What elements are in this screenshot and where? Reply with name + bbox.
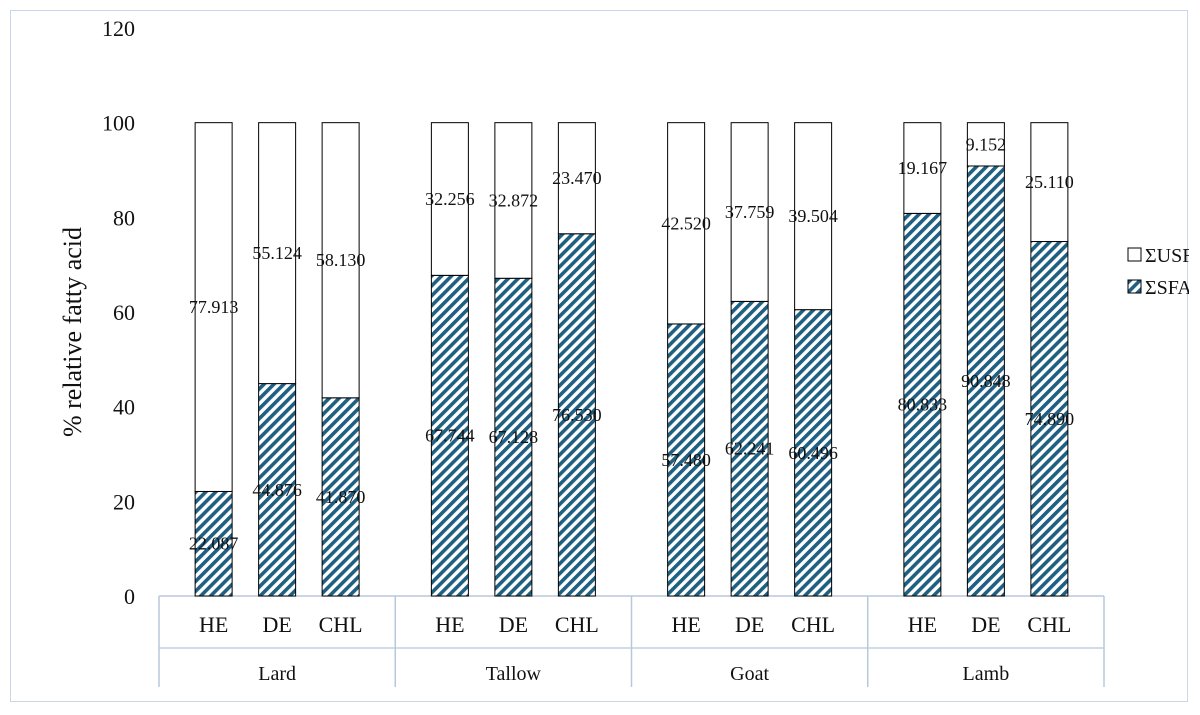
x-tick-label: DE — [735, 612, 764, 637]
group-label: Lard — [258, 663, 296, 685]
y-tick-label: 0 — [124, 584, 135, 609]
data-label-sfa: 80.833 — [898, 395, 948, 415]
data-label-usfa: 55.124 — [252, 243, 302, 263]
data-label-sfa: 67.128 — [489, 427, 539, 447]
bar-sfa — [903, 212, 942, 597]
bar-usfa — [903, 122, 942, 214]
data-label-usfa: 42.520 — [661, 213, 711, 233]
data-label-sfa: 60.496 — [788, 443, 838, 463]
legend-swatch — [1127, 247, 1142, 262]
bar-usfa — [494, 122, 533, 279]
bar-sfa — [1030, 241, 1069, 597]
data-label-usfa: 37.759 — [725, 202, 775, 222]
group-label: Goat — [730, 663, 769, 685]
data-labels: 22.087 77.913 44.876 55.124 41.870 58.130 67.7… — [189, 134, 1074, 553]
stacked-bar-chart: 0 20 40 60 80 100 120 % relative fatty acid Lard… — [58, 16, 1189, 687]
bar-usfa — [730, 122, 769, 302]
bar-sfa — [794, 309, 833, 597]
bar-usfa — [258, 122, 297, 385]
y-tick-label: 100 — [102, 111, 135, 136]
data-label-sfa: 62.241 — [725, 439, 775, 459]
bar-usfa — [321, 122, 360, 399]
x-tick-label: DE — [262, 612, 291, 637]
y-tick-label: 20 — [113, 489, 135, 514]
data-label-sfa: 67.744 — [425, 426, 475, 446]
legend-label: ΣUSFA — [1145, 245, 1189, 267]
data-label-sfa: 57.480 — [661, 450, 711, 470]
data-label-sfa: 74.890 — [1025, 409, 1075, 429]
legend-swatch — [1127, 279, 1142, 294]
bar-sfa — [258, 383, 297, 597]
data-label-sfa: 76.530 — [552, 405, 602, 425]
group-label: Lamb — [963, 663, 1010, 685]
data-label-sfa: 44.876 — [252, 480, 302, 500]
bar-usfa — [966, 122, 1005, 167]
bar-sfa — [430, 274, 469, 597]
data-label-usfa: 39.504 — [788, 206, 838, 226]
data-label-usfa: 77.913 — [189, 297, 239, 317]
bar-sfa — [667, 323, 706, 597]
x-tick-label: CHL — [319, 612, 363, 637]
group-label: Tallow — [486, 663, 542, 685]
y-tick-label: 60 — [113, 300, 135, 325]
bar-usfa — [430, 122, 469, 276]
bars — [194, 122, 1069, 597]
x-tick-label: HE — [199, 612, 228, 637]
chart-frame: 0 20 40 60 80 100 120 % relative fatty acid Lard… — [10, 10, 1189, 702]
axes: 0 20 40 60 80 100 120 % relative fatty acid Lard… — [58, 16, 1105, 687]
data-label-usfa: 58.130 — [316, 250, 366, 270]
bar-sfa — [194, 490, 233, 597]
data-label-sfa: 90.848 — [961, 371, 1011, 391]
data-label-usfa: 19.167 — [898, 158, 948, 178]
x-tick-label: DE — [499, 612, 528, 637]
x-tick-label: DE — [971, 612, 1000, 637]
data-label-usfa: 9.152 — [966, 134, 1007, 154]
data-label-usfa: 32.872 — [489, 190, 539, 210]
bar-sfa — [321, 397, 360, 597]
bar-usfa — [1030, 122, 1069, 243]
x-tick-label: CHL — [791, 612, 835, 637]
data-label-sfa: 41.870 — [316, 487, 366, 507]
bar-sfa — [557, 233, 596, 597]
data-label-sfa: 22.087 — [189, 534, 239, 554]
data-label-usfa: 32.256 — [425, 189, 475, 209]
bar-usfa — [194, 122, 233, 492]
data-label-usfa: 23.470 — [552, 168, 602, 188]
y-axis-label: % relative fatty acid — [58, 227, 87, 437]
bar-usfa — [557, 122, 596, 235]
bar-sfa — [494, 277, 533, 597]
data-label-usfa: 25.110 — [1025, 172, 1074, 192]
y-tick-label: 120 — [102, 16, 135, 41]
bar-usfa — [794, 122, 833, 311]
bar-sfa — [730, 300, 769, 597]
legend: ΣUSFA ΣSFA — [1127, 245, 1189, 299]
x-tick-label: HE — [671, 612, 700, 637]
legend-label: ΣSFA — [1145, 277, 1189, 299]
y-tick-label: 40 — [113, 395, 135, 420]
x-tick-label: CHL — [555, 612, 599, 637]
bar-sfa — [966, 165, 1005, 597]
x-tick-label: HE — [908, 612, 937, 637]
x-tick-label: HE — [435, 612, 464, 637]
x-tick-label: CHL — [1027, 612, 1071, 637]
bar-usfa — [667, 122, 706, 325]
y-tick-label: 80 — [113, 205, 135, 230]
